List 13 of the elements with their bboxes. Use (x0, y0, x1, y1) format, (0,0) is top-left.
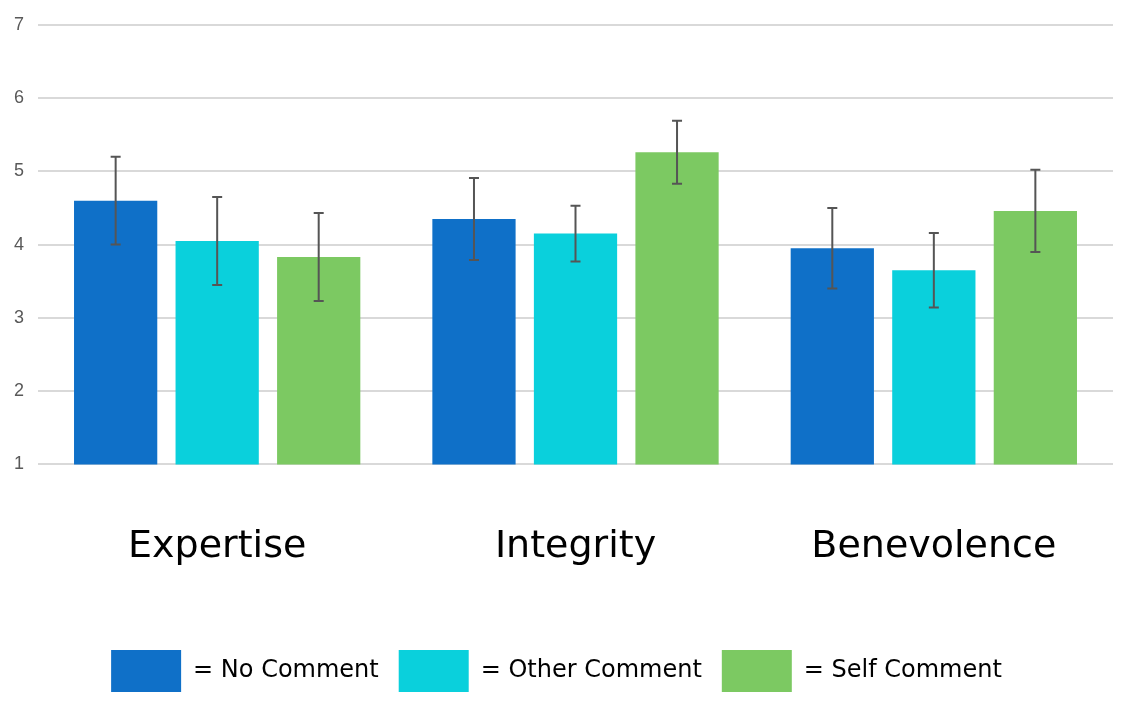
y-tick-label: 5 (14, 160, 25, 181)
x-tick-label: Integrity (494, 522, 657, 567)
y-tick-label: 3 (14, 306, 25, 327)
y-tick-label: 6 (14, 87, 25, 108)
y-tick-label: 4 (14, 233, 25, 254)
x-tick-label: Expertise (128, 522, 307, 567)
y-tick-label: 7 (14, 13, 25, 34)
y-tick-label: 1 (14, 453, 25, 474)
legend-label: = Self Comment (803, 655, 1002, 684)
legend-label: = Other Comment (480, 655, 702, 684)
x-tick-label: Benevolence (811, 522, 1057, 567)
y-tick-label: 2 (14, 380, 25, 401)
legend-label: = No Comment (193, 655, 379, 684)
